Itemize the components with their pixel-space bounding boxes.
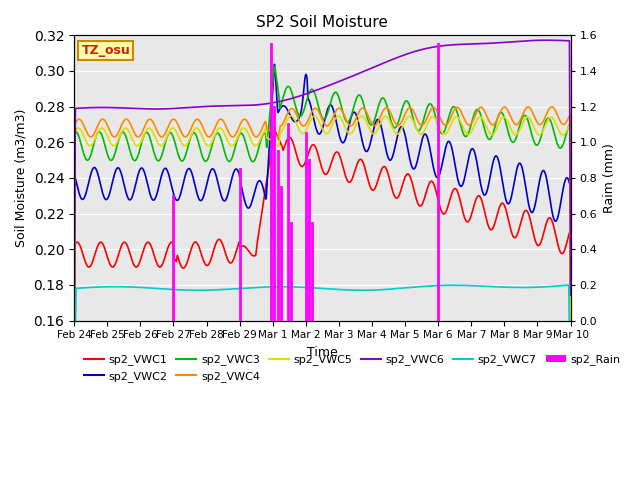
Text: TZ_osu: TZ_osu <box>81 44 131 57</box>
Legend: sp2_VWC1, sp2_VWC2, sp2_VWC3, sp2_VWC4, sp2_VWC5, sp2_VWC6, sp2_VWC7, sp2_Rain: sp2_VWC1, sp2_VWC2, sp2_VWC3, sp2_VWC4, … <box>80 350 625 386</box>
X-axis label: Time: Time <box>307 346 338 359</box>
Y-axis label: Soil Moisture (m3/m3): Soil Moisture (m3/m3) <box>15 109 28 247</box>
Y-axis label: Raim (mm): Raim (mm) <box>603 143 616 213</box>
Title: SP2 Soil Moisture: SP2 Soil Moisture <box>257 15 388 30</box>
